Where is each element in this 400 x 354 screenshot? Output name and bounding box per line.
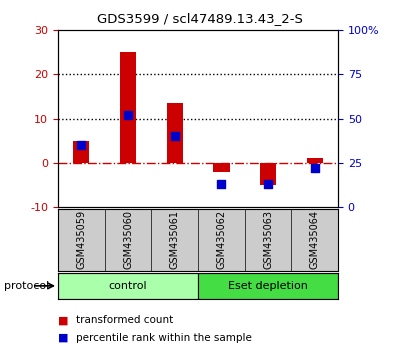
Bar <box>306 159 323 163</box>
Bar <box>213 163 230 172</box>
Point <box>172 133 178 139</box>
Bar <box>58 273 198 299</box>
Text: control: control <box>109 281 147 291</box>
Bar <box>260 163 276 185</box>
Text: protocol: protocol <box>4 281 49 291</box>
Text: percentile rank within the sample: percentile rank within the sample <box>76 333 252 343</box>
Text: GSM435061: GSM435061 <box>170 210 180 269</box>
Text: ■: ■ <box>58 333 68 343</box>
Text: GSM435064: GSM435064 <box>310 210 320 269</box>
Bar <box>198 273 338 299</box>
Point <box>265 181 271 187</box>
Point <box>125 112 131 118</box>
Text: GDS3599 / scl47489.13.43_2-S: GDS3599 / scl47489.13.43_2-S <box>97 12 303 25</box>
Bar <box>120 52 136 163</box>
Text: GSM435059: GSM435059 <box>76 210 86 269</box>
Text: ■: ■ <box>58 315 68 325</box>
Point <box>78 142 84 148</box>
Point <box>312 165 318 171</box>
Text: GSM435062: GSM435062 <box>216 210 226 269</box>
Text: Eset depletion: Eset depletion <box>228 281 308 291</box>
Text: GSM435063: GSM435063 <box>263 210 273 269</box>
Point <box>218 181 224 187</box>
Text: GSM435060: GSM435060 <box>123 210 133 269</box>
Bar <box>166 103 183 163</box>
Bar <box>73 141 90 163</box>
Text: transformed count: transformed count <box>76 315 173 325</box>
